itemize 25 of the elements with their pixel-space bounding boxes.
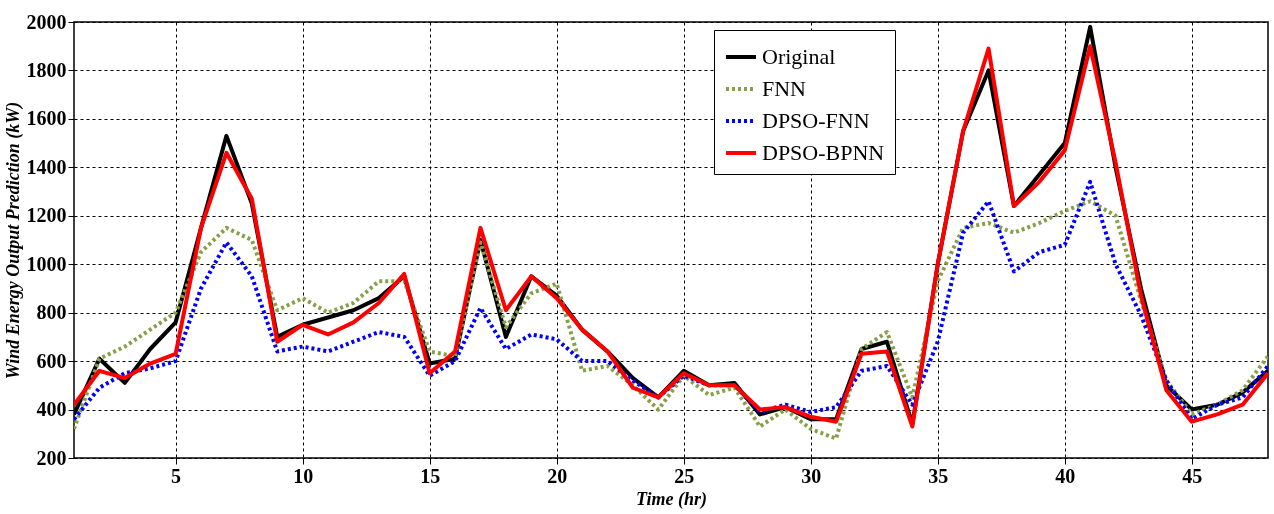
x-tick-label: 10: [293, 464, 314, 487]
x-axis-title: Time (hr): [636, 488, 707, 510]
x-tick-label: 30: [801, 464, 822, 487]
y-tick-label: 1200: [26, 204, 67, 227]
y-tick-label: 200: [36, 446, 67, 469]
y-axis-title: Wind Energy Output Prediction (kW): [2, 101, 24, 380]
legend-label: FNN: [762, 76, 807, 101]
y-tick-label: 1800: [26, 58, 67, 81]
legend-label: DPSO-BPNN: [762, 140, 885, 165]
legend-label: Original: [762, 44, 836, 69]
x-tick-label: 5: [171, 464, 182, 487]
x-tick-label: 15: [420, 464, 441, 487]
y-tick-label: 1000: [26, 252, 67, 275]
y-tick-label: 600: [36, 349, 67, 372]
y-tick-label: 1400: [26, 155, 67, 178]
x-tick-label: 40: [1055, 464, 1076, 487]
x-tick-label: 45: [1182, 464, 1203, 487]
y-tick-label: 2000: [26, 10, 67, 33]
x-tick-label: 25: [674, 464, 695, 487]
legend-label: DPSO-FNN: [762, 108, 870, 133]
x-tick-label: 20: [547, 464, 568, 487]
y-tick-label: 800: [36, 301, 67, 324]
x-tick-label: 35: [928, 464, 949, 487]
y-tick-label: 1600: [26, 107, 67, 130]
y-tick-label: 400: [36, 398, 67, 421]
